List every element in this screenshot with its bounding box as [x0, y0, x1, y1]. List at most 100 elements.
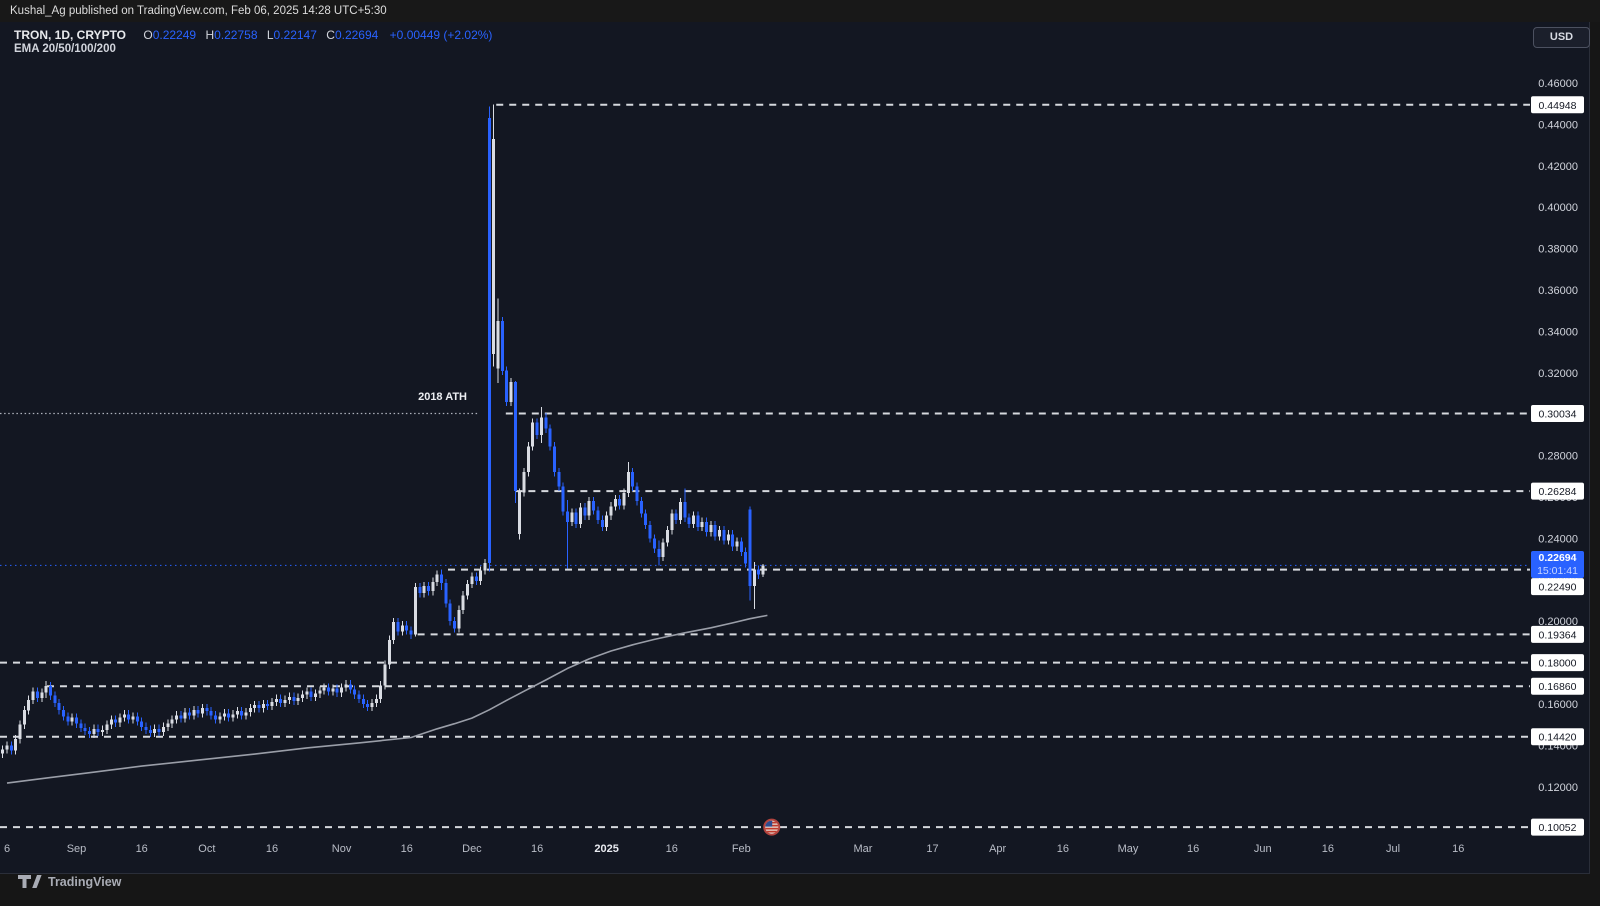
candle — [57, 703, 61, 711]
candle — [287, 696, 291, 700]
tradingview-mark-icon — [18, 875, 42, 888]
level-price-label-text: 0.30034 — [1539, 408, 1577, 420]
x-axis-tick: 16 — [1057, 843, 1069, 855]
candle — [296, 697, 300, 701]
symbol-title[interactable]: TRON, 1D, CRYPTO — [14, 28, 127, 42]
level-price-label — [1531, 96, 1584, 114]
candle — [709, 524, 713, 533]
candle — [5, 745, 9, 750]
bar-countdown: 15:01:41 — [1537, 565, 1578, 577]
candle — [318, 690, 322, 694]
candle — [292, 696, 296, 701]
candle — [331, 688, 335, 692]
candle — [700, 521, 704, 527]
candle — [179, 715, 183, 719]
current-price-value: 0.22694 — [1538, 552, 1577, 564]
close-label: C — [326, 28, 335, 42]
price-levels — [0, 103, 1530, 829]
candle — [335, 688, 339, 693]
open-label: O — [143, 28, 153, 42]
candle — [722, 530, 726, 541]
candle — [40, 692, 44, 698]
candle — [148, 729, 152, 733]
candle — [192, 710, 196, 716]
candle — [687, 517, 691, 524]
candle — [109, 719, 113, 725]
x-axis-tick: Apr — [989, 843, 1006, 855]
candle — [422, 586, 426, 594]
level-price-label-text: 0.18000 — [1539, 658, 1577, 670]
chart-container[interactable]: 0.46000 0.44000 0.42000 0.40000 0.38000 0.360… — [0, 22, 1590, 874]
candle — [566, 511, 569, 522]
candle — [600, 519, 604, 527]
y-axis-tick: 0.20000 — [1538, 616, 1578, 628]
candle — [696, 515, 700, 527]
level-price-label-text: 0.22490 — [1539, 582, 1577, 594]
candle — [427, 586, 430, 592]
candle — [96, 728, 100, 732]
candle — [409, 630, 413, 635]
y-axis-tick: 0.34000 — [1538, 326, 1578, 338]
candle — [22, 710, 26, 725]
candle — [396, 622, 400, 632]
candle — [188, 712, 191, 716]
candle — [487, 118, 491, 564]
price-axis[interactable]: 0.46000 0.44000 0.42000 0.40000 0.38000 0.360… — [1538, 78, 1578, 835]
candle — [348, 684, 352, 690]
x-axis-tick: Sep — [67, 843, 87, 855]
candle — [618, 499, 622, 506]
candle — [31, 691, 35, 700]
candle — [248, 708, 252, 713]
candle — [752, 569, 756, 587]
level-price-label — [1531, 654, 1584, 672]
candle — [83, 727, 87, 731]
us-flag-event-icon[interactable] — [763, 818, 781, 836]
level-price-label-text: 0.16860 — [1539, 681, 1577, 693]
x-axis-tick: 16 — [1322, 843, 1334, 855]
currency-toggle-button[interactable]: USD — [1533, 27, 1590, 48]
candle — [435, 574, 439, 582]
x-axis-tick: 16 — [1452, 843, 1464, 855]
candle — [757, 569, 761, 575]
level-price-label — [1531, 578, 1584, 596]
candle — [274, 698, 278, 702]
time-axis[interactable]: 6 Sep 16 Oct 16 Nov 16 Dec 16 2025 16 Feb Mar 17 Apr 16… — [4, 843, 1464, 855]
candle — [561, 486, 565, 512]
candle — [270, 701, 274, 706]
candle — [135, 716, 139, 722]
x-axis-tick: Jun — [1254, 843, 1272, 855]
candle — [405, 625, 409, 631]
candle — [505, 370, 509, 402]
ath-annotation-label[interactable]: 2018 ATH — [418, 391, 467, 403]
candle — [518, 492, 522, 535]
candle — [175, 715, 178, 720]
candle — [244, 712, 248, 716]
candle — [626, 472, 630, 493]
x-axis-tick: Feb — [732, 843, 751, 855]
candle — [387, 639, 391, 665]
candle — [166, 723, 170, 727]
candle — [431, 581, 435, 592]
x-axis-tick: 6 — [4, 843, 10, 855]
candle — [526, 446, 530, 473]
candle — [35, 691, 39, 698]
candle — [531, 422, 535, 447]
tradingview-logo[interactable]: TradingView — [18, 872, 121, 892]
indicator-label[interactable]: EMA 20/50/100/200 — [14, 43, 116, 55]
candle — [631, 472, 635, 487]
candle — [679, 502, 682, 520]
candle — [88, 730, 92, 734]
high-value: 0.22758 — [214, 28, 258, 42]
chart-canvas[interactable]: 0.46000 0.44000 0.42000 0.40000 0.38000 0.360… — [0, 22, 1589, 873]
current-price-label[interactable]: 0.22694 15:01:41 — [1531, 551, 1584, 578]
candle — [370, 703, 374, 708]
candle — [122, 714, 126, 718]
x-axis-tick: Jul — [1386, 843, 1400, 855]
candle — [240, 711, 244, 716]
candle — [235, 711, 239, 715]
symbol-ohlc-row[interactable]: TRON, 1D, CRYPTO O0.22249 H0.22758 L0.22… — [14, 28, 492, 42]
candle — [118, 717, 122, 723]
x-axis-tick: 2025 — [594, 843, 618, 855]
x-axis-tick: Dec — [462, 843, 482, 855]
ema-line[interactable] — [6, 614, 768, 784]
